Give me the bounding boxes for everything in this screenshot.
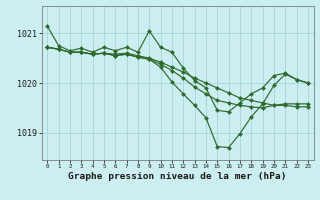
X-axis label: Graphe pression niveau de la mer (hPa): Graphe pression niveau de la mer (hPa) <box>68 172 287 181</box>
